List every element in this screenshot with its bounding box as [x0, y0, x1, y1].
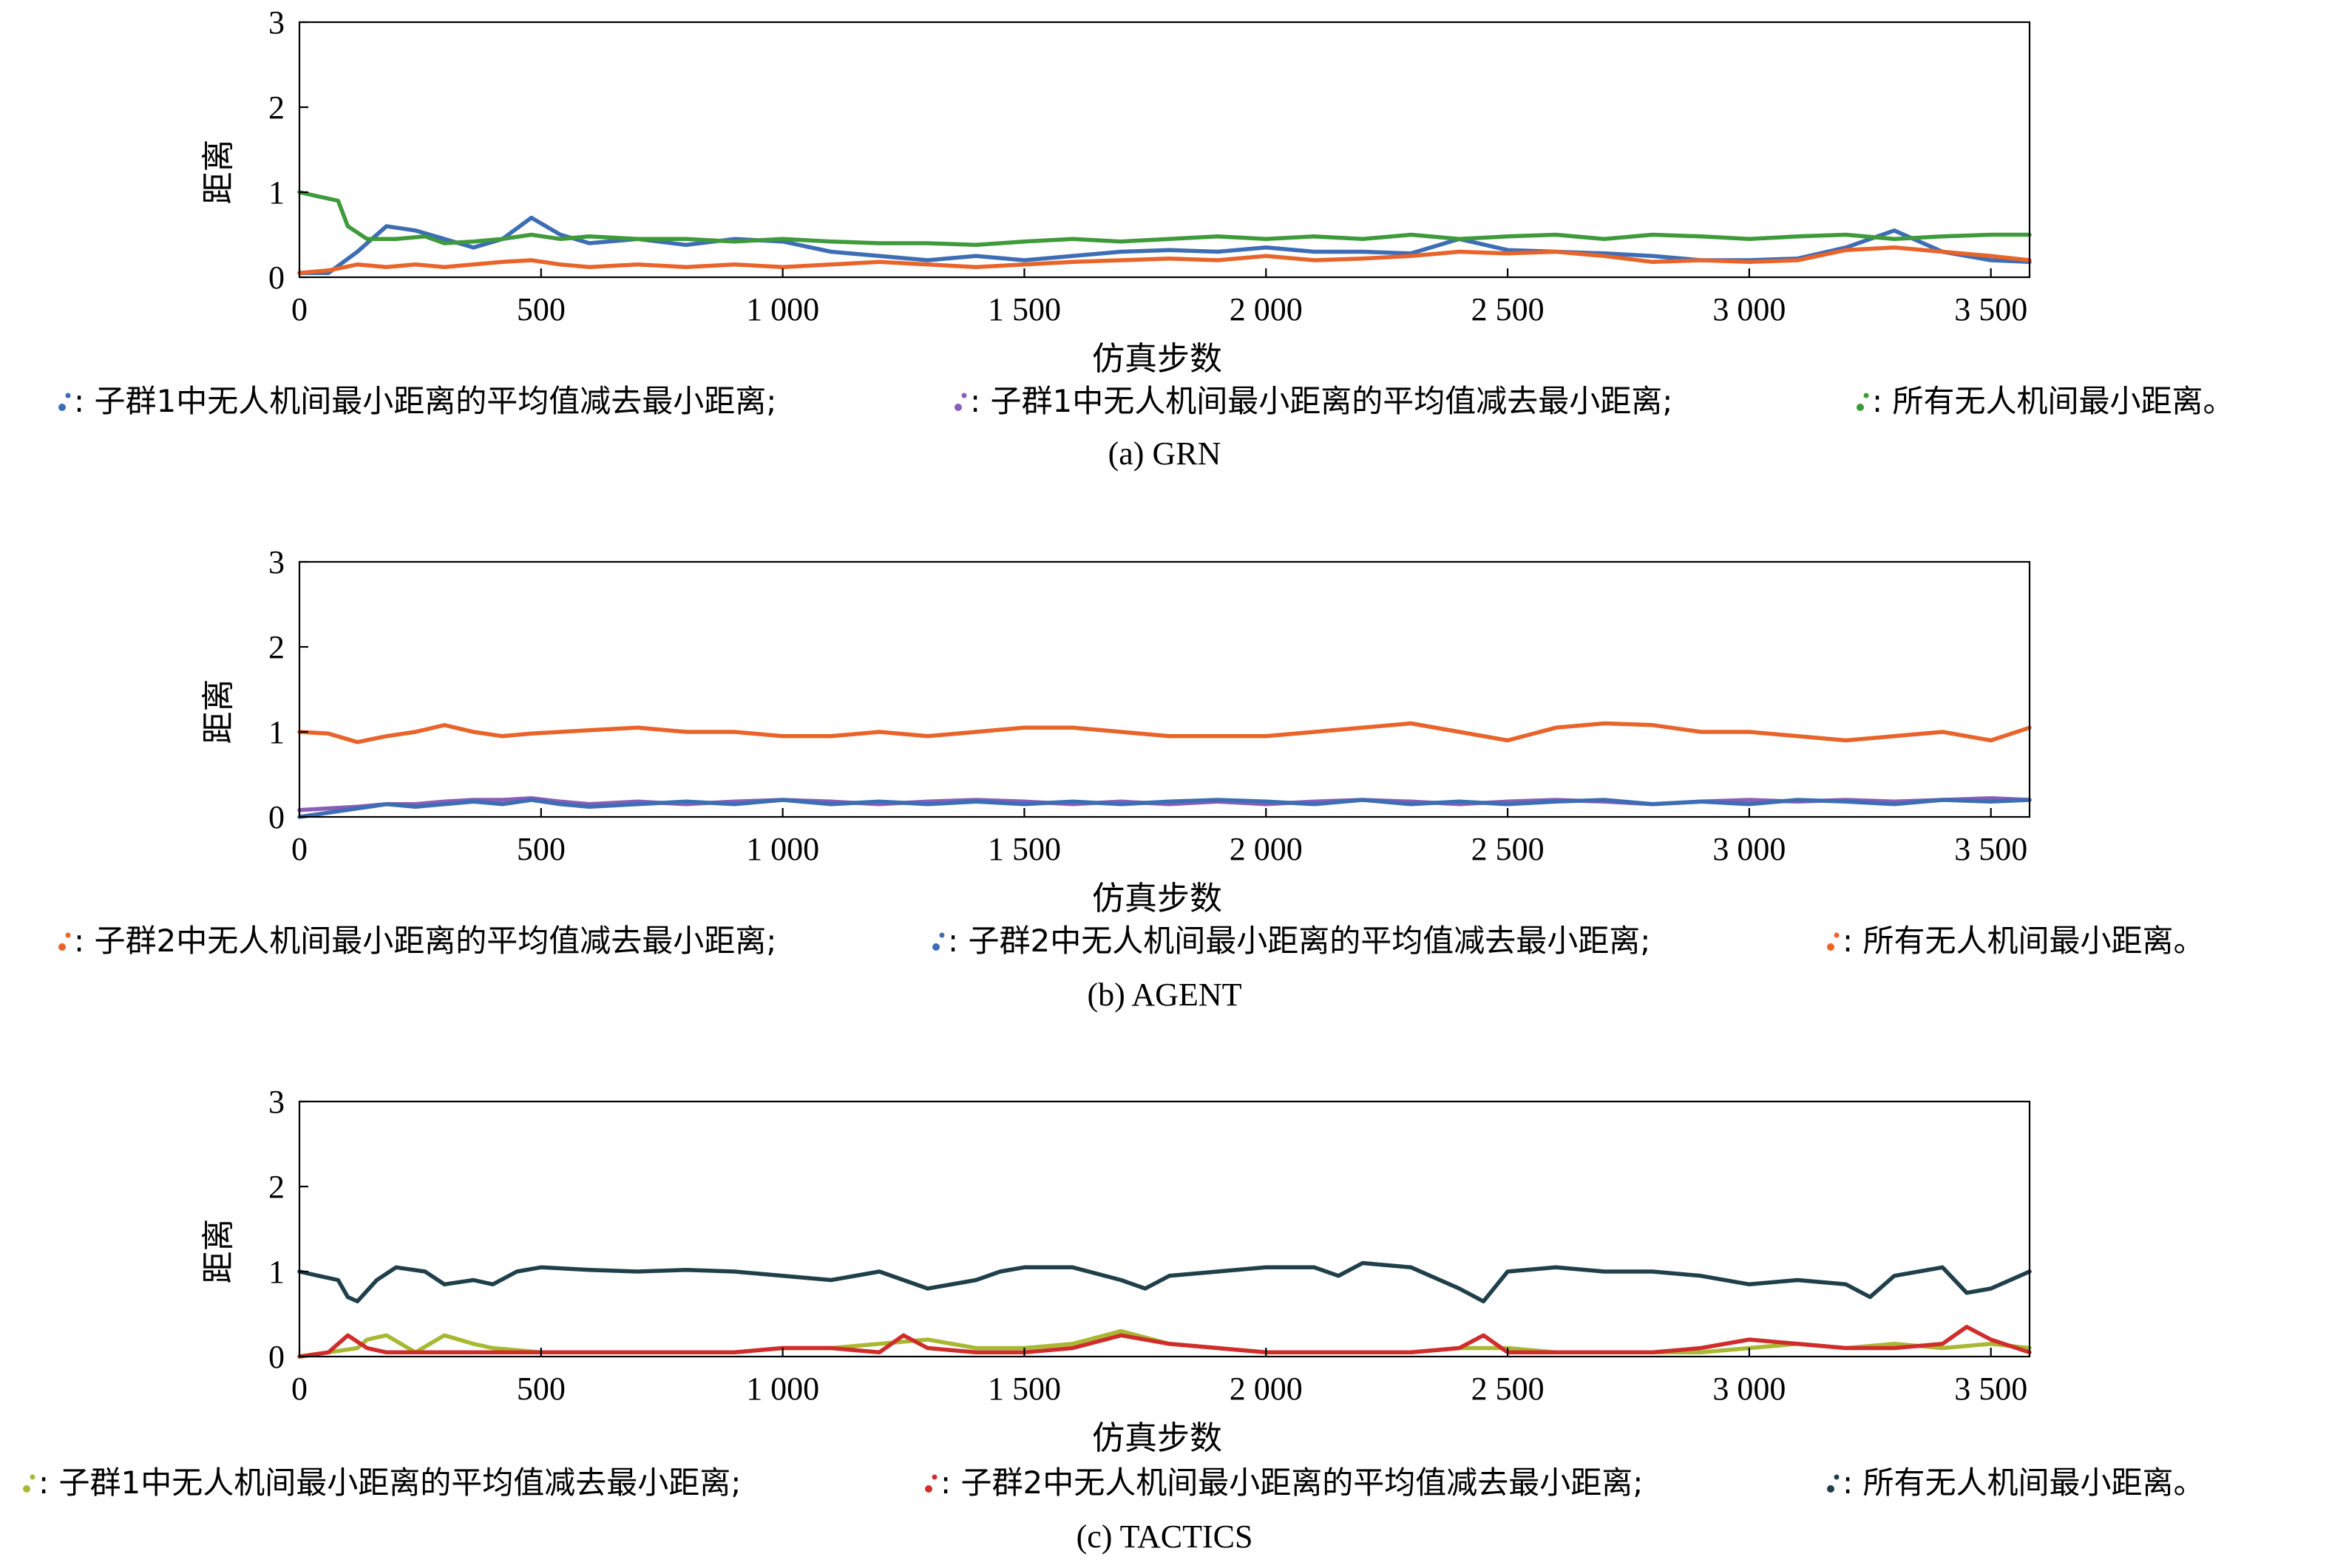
legend-marker-dot — [65, 393, 71, 398]
x-axis-title: 仿真步数 — [1092, 880, 1222, 917]
x-tick-label: 500 — [517, 291, 566, 327]
panel-caption: (c) TACTICS — [1077, 1518, 1253, 1555]
y-tick-label: 2 — [268, 89, 285, 126]
y-tick-label: 3 — [268, 1084, 285, 1120]
plot-frame — [298, 1100, 2031, 1358]
legend-marker-dot — [961, 393, 967, 398]
y-tick-label: 1 — [268, 174, 285, 211]
legend-label: : 子群1中无人机间最小距离的平均值减去最小距离; — [970, 383, 1672, 419]
x-tick-label: 1 500 — [988, 1371, 1061, 1407]
y-tick-label: 0 — [268, 1339, 285, 1375]
y-tick-label: 1 — [268, 714, 285, 750]
x-tick-label: 0 — [291, 1371, 308, 1407]
legend-marker — [58, 943, 66, 951]
legend-marker-dot — [932, 1474, 938, 1480]
y-axis-title: 距离 — [200, 679, 237, 744]
x-tick-label: 2 000 — [1230, 1371, 1303, 1407]
chart-panel-2: 0 500 1 000 1 500 2 000 2 500 3 000 3 500 0 1 2 3 距离… — [58, 544, 2205, 1013]
x-tick-label: 2 000 — [1230, 831, 1303, 867]
legend-label: : 所有无人机间最小距离。 — [1842, 923, 2205, 959]
panel-caption: (b) AGENT — [1088, 977, 1242, 1013]
legend-label: : 子群1中无人机间最小距离的平均值减去最小距离; — [38, 1465, 741, 1501]
legend-label: : 子群2中无人机间最小距离的平均值减去最小距离; — [940, 1465, 1643, 1501]
legend-marker — [925, 1485, 932, 1493]
x-tick-label: 1 000 — [746, 831, 819, 867]
x-tick-label: 2 000 — [1230, 291, 1303, 327]
legend-marker-dot — [1834, 932, 1840, 938]
x-tick-label: 3 000 — [1712, 831, 1786, 867]
x-tick-label: 3 000 — [1712, 291, 1786, 327]
panel-caption: (a) GRN — [1108, 435, 1221, 472]
legend-marker — [58, 404, 66, 411]
x-tick-label: 500 — [517, 831, 566, 867]
y-tick-label: 3 — [268, 544, 285, 580]
x-tick-label: 3 000 — [1712, 1371, 1786, 1407]
x-tick-label: 0 — [291, 291, 308, 327]
x-tick-label: 3 500 — [1954, 1371, 2027, 1407]
legend-marker-dot — [939, 932, 945, 938]
x-tick-label: 1 500 — [988, 291, 1061, 327]
x-tick-label: 1 000 — [746, 1371, 819, 1407]
series-line-2 — [297, 1328, 2032, 1359]
y-tick-label: 0 — [268, 799, 285, 835]
series-line-3 — [297, 190, 2032, 248]
series-line-1 — [297, 721, 2032, 744]
legend-label: : 所有无人机间最小距离。 — [1872, 383, 2234, 419]
series-line-3 — [297, 798, 2032, 819]
y-tick-label: 2 — [268, 629, 285, 665]
chart-panel-3: 0 500 1 000 1 500 2 000 2 500 3 000 3 500 0 1 2 3 距离… — [23, 1084, 2205, 1555]
legend-marker — [1857, 404, 1864, 411]
legend-marker — [23, 1485, 30, 1493]
x-tick-label: 1 500 — [988, 831, 1061, 867]
legend-label: : 子群1中无人机间最小距离的平均值减去最小距离; — [74, 383, 776, 419]
legend-label: : 子群2中无人机间最小距离的平均值减去最小距离; — [74, 923, 776, 959]
legend-marker — [1827, 1485, 1834, 1493]
x-tick-label: 1 000 — [746, 291, 819, 327]
x-tick-label: 3 500 — [1954, 831, 2027, 867]
legend-marker — [932, 943, 940, 951]
y-axis-title: 距离 — [200, 140, 237, 205]
legend-label: : 子群2中无人机间最小距离的平均值减去最小距离; — [948, 923, 1650, 959]
y-tick-label: 0 — [268, 259, 285, 296]
plot-frame — [298, 21, 2031, 279]
series-line-2 — [297, 245, 2032, 276]
y-axis-title: 距离 — [200, 1219, 237, 1284]
x-axis-title: 仿真步数 — [1092, 340, 1222, 378]
x-tick-label: 2 500 — [1471, 291, 1545, 327]
x-axis-title: 仿真步数 — [1092, 1419, 1222, 1457]
x-tick-label: 500 — [517, 1371, 566, 1407]
y-tick-label: 1 — [268, 1254, 285, 1290]
x-tick-label: 0 — [291, 831, 308, 867]
legend-label: : 所有无人机间最小距离。 — [1842, 1465, 2205, 1501]
plot-frame — [298, 560, 2031, 818]
legend-marker-dot — [30, 1474, 35, 1480]
y-tick-label: 2 — [268, 1169, 285, 1205]
x-tick-label: 2 500 — [1471, 831, 1545, 867]
series-line-1 — [297, 1260, 2032, 1304]
legend-marker-dot — [65, 932, 71, 938]
legend-marker-dot — [1863, 393, 1869, 398]
y-tick-label: 3 — [268, 4, 285, 41]
legend-marker-dot — [1834, 1474, 1840, 1480]
x-tick-label: 2 500 — [1471, 1371, 1545, 1407]
x-tick-label: 3 500 — [1954, 291, 2027, 327]
legend-marker — [955, 404, 962, 411]
chart-panel-1: 0 500 1 000 1 500 2 000 2 500 3 000 3 500 0 1 2 3 距离… — [58, 4, 2234, 472]
series-line-3 — [297, 1325, 2032, 1359]
legend-marker — [1827, 943, 1834, 951]
